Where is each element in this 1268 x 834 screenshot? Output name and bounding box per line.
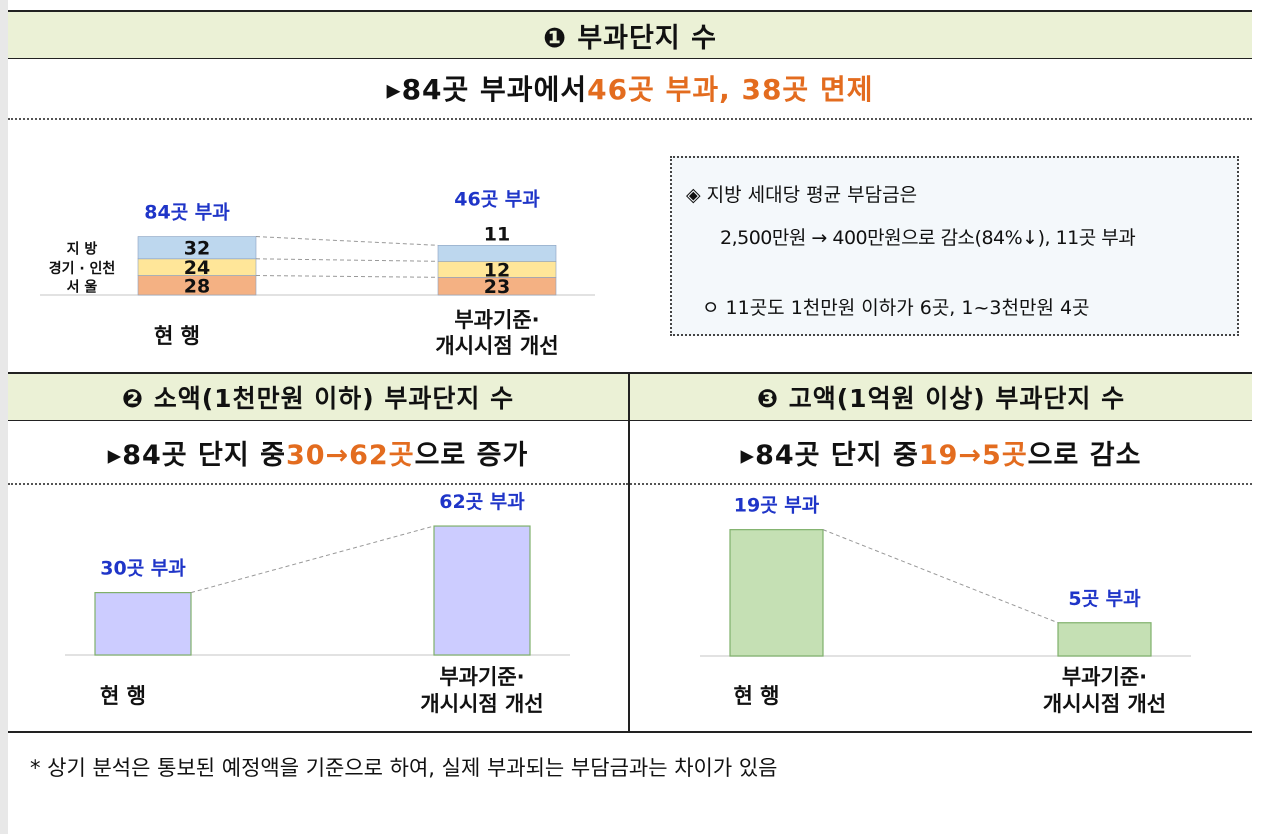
chart1-value-label: 12: [484, 259, 510, 281]
chart1-value-label: 11: [484, 223, 510, 245]
note-line-1: ◈ 지방 세대당 평균 부담금은: [686, 184, 918, 206]
note-line-3: ㅇ 11곳도 1천만원 이하가 6곳, 1~3천만원 4곳: [702, 297, 1090, 319]
section2-summary-post: 으로 증가: [414, 439, 529, 471]
chart1-series-label: 서 울: [67, 278, 98, 295]
chart1-category-label: 개시시점 개선: [435, 334, 558, 358]
section1-title-band: ❶ 부과단지 수: [8, 10, 1252, 59]
section2-divider: [8, 483, 628, 485]
footnote: * 상기 분석은 통보된 예정액을 기준으로 하여, 실제 부과되는 부담금과는…: [30, 756, 778, 780]
section1-summary-pre: ▸84곳 부과에서: [386, 73, 588, 106]
chart3-value-label: 19곳 부과: [734, 495, 820, 517]
chart3-bar: [1057, 622, 1152, 657]
chart2-value-label: 62곳 부과: [439, 491, 525, 513]
chart1-connector: [255, 258, 439, 262]
chart3-value-label: 5곳 부과: [1068, 588, 1141, 610]
section1-summary: ▸84곳 부과에서 46곳 부과, 38곳 면제: [8, 60, 1252, 116]
chart1-value-label: 28: [184, 275, 210, 297]
sections-frame-top: [8, 372, 1252, 374]
chart3-large-amount: 19곳 부과 5곳 부과현 행 부과기준· 개시시점 개선: [700, 495, 1191, 716]
chart1-total-label: 84곳 부과: [144, 202, 230, 224]
chart1-connector: [255, 236, 439, 246]
chart3-connector: [822, 529, 1059, 624]
chart1-total-label: 46곳 부과: [454, 188, 540, 210]
section1-title: ❶ 부과단지 수: [543, 22, 717, 54]
chart2-bar: [94, 591, 192, 656]
chart1-category-label: 부과기준·: [454, 308, 539, 332]
chart2-category-label: 개시시점 개선: [420, 692, 543, 716]
chart1-series-label: 경기 · 인천: [49, 260, 116, 277]
section2-summary-pre: ▸84곳 단지 중: [107, 439, 286, 471]
chart3-category-label: 개시시점 개선: [1043, 692, 1166, 716]
chart3-category-label: 현 행: [734, 684, 780, 708]
section2-summary: ▸84곳 단지 중 30→62곳 으로 증가: [8, 424, 628, 480]
chart2-category-label: 현 행: [100, 684, 146, 708]
section3-summary-highlight: 19→5곳: [918, 439, 1028, 471]
section2-summary-highlight: 30→62곳: [285, 439, 415, 471]
chart1-bar-segment: [137, 236, 257, 260]
note-box: ◈ 지방 세대당 평균 부담금은 2,500만원 → 400만원으로 감소(84…: [670, 156, 1239, 336]
chart1-value-label: 32: [184, 238, 210, 260]
section3-summary: ▸84곳 단지 중 19→5곳 으로 감소: [630, 424, 1252, 480]
chart2-connector: [190, 525, 435, 594]
section2-title: ❷ 소액(1천만원 이하) 부과단지 수: [121, 384, 515, 413]
chart1-connector: [255, 275, 439, 278]
chart1-category-label: 현 행: [154, 324, 200, 348]
chart1-value-label: 24: [184, 257, 210, 279]
sections-frame-bottom: [8, 731, 1252, 733]
section3-summary-pre: ▸84곳 단지 중: [740, 439, 919, 471]
section3-divider: [630, 483, 1252, 485]
chart2-value-label: 30곳 부과: [100, 558, 186, 580]
section1-summary-highlight: 46곳 부과, 38곳 면제: [587, 73, 874, 106]
section3-summary-post: 으로 감소: [1027, 439, 1142, 471]
chart3-bar: [729, 529, 824, 657]
section3-title-band: ❸ 고액(1억원 이상) 부과단지 수: [630, 374, 1252, 421]
note-line-2: 2,500만원 → 400만원으로 감소(84%↓), 11곳 부과: [720, 227, 1136, 249]
section2-title-band: ❷ 소액(1천만원 이하) 부과단지 수: [8, 374, 628, 421]
section1-divider: [8, 118, 1252, 120]
section3-title: ❸ 고액(1억원 이상) 부과단지 수: [756, 384, 1126, 413]
chart2-category-label: 부과기준·: [439, 665, 524, 689]
chart2-small-amount: 30곳 부과 62곳 부과현 행 부과기준· 개시시점 개선: [65, 491, 570, 716]
chart1-series-label: 지 방: [67, 241, 98, 258]
chart1-value-label: 23: [484, 276, 510, 298]
chart1-bar-segment: [437, 245, 557, 262]
sections-vertical-divider: [628, 372, 630, 732]
chart2-bar: [433, 525, 531, 656]
chart3-category-label: 부과기준·: [1062, 665, 1147, 689]
left-margin: [0, 0, 8, 834]
